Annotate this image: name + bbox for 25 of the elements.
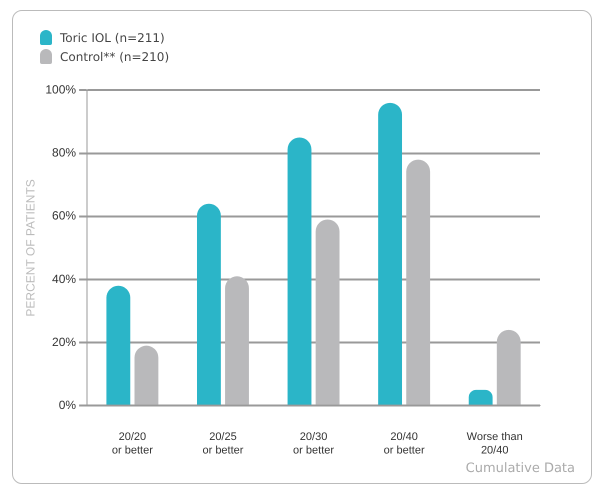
bar	[468, 390, 493, 405]
y-axis-title: PERCENT OF PATIENTS	[24, 179, 38, 317]
bar	[316, 220, 340, 405]
y-tick-label: 80%	[52, 146, 76, 160]
bar	[134, 346, 158, 405]
y-tick-label: 40%	[52, 272, 76, 286]
bar	[225, 276, 249, 405]
legend-label: Control** (n=210)	[60, 50, 170, 64]
bar	[378, 102, 402, 405]
bar	[196, 204, 221, 405]
x-tick-label: 20/25 or better	[202, 431, 244, 456]
x-tick-label: 20/30 or better	[293, 431, 334, 456]
bar	[496, 330, 521, 405]
x-tick-label: 20/20 or better	[112, 431, 154, 456]
y-tick-label: 0%	[58, 398, 76, 412]
text: Cumulative Data	[466, 461, 575, 476]
x-tick-label: 20/40 or better	[384, 431, 425, 456]
y-tick-label: 60%	[52, 208, 76, 223]
bar	[106, 286, 130, 405]
y-tick-label: 20%	[52, 334, 76, 349]
legend-label: Toric IOL (n=211)	[60, 30, 165, 44]
bar	[288, 138, 312, 405]
bar	[406, 160, 430, 405]
x-tick-label: Worse than 20/40	[466, 431, 523, 456]
y-tick-label: 100%	[45, 82, 76, 97]
